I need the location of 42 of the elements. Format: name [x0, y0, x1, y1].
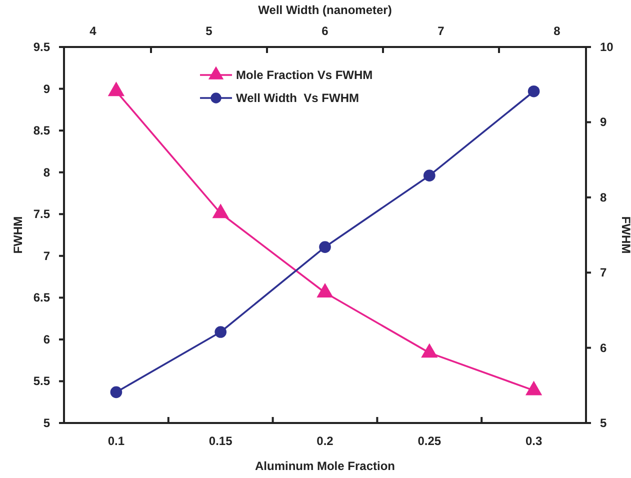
- point: [525, 380, 542, 396]
- y-tick-label: 8: [43, 165, 50, 180]
- point: [528, 85, 540, 98]
- point: [108, 82, 125, 96]
- x2-tick-label: 6: [322, 24, 329, 38]
- x2-tick-label: 5: [206, 24, 213, 38]
- legend-label: Well Width Vs FWHM: [236, 91, 359, 105]
- point: [212, 204, 229, 218]
- point: [316, 283, 334, 298]
- y-tick-label: 5: [43, 416, 50, 430]
- x2-tick-label: 7: [438, 24, 445, 38]
- y2-tick-label: 6: [600, 340, 607, 355]
- point: [319, 241, 331, 253]
- y-tick-label: 6.5: [33, 290, 50, 305]
- point: [421, 343, 438, 358]
- y2-tick-label: 10: [600, 40, 614, 54]
- y-tick-label: 6: [43, 332, 50, 346]
- y2-tick-label: 8: [600, 190, 607, 204]
- y-tick-label: 8.5: [33, 124, 50, 138]
- x-tick-label: 0.3: [525, 434, 542, 448]
- y2-tick-label: 5: [600, 416, 607, 430]
- y-tick-label: 9.5: [33, 40, 50, 54]
- y2-tick-label: 7: [600, 266, 607, 280]
- y-tick-label: 5.5: [33, 374, 50, 388]
- point: [110, 386, 122, 398]
- point: [423, 170, 436, 182]
- x-tick-label: 0.2: [316, 434, 334, 448]
- x2-tick-label: 4: [90, 24, 97, 38]
- x2-axis-title: Well Width (nanometer): [258, 3, 392, 17]
- x-tick-label: 0.1: [108, 434, 125, 448]
- y-tick-label: 9: [43, 82, 50, 96]
- x-tick-label: 0.25: [418, 434, 442, 448]
- x2-tick-label: 8: [554, 24, 561, 38]
- x-axis-title: Aluminum Mole Fraction: [254, 459, 396, 473]
- y-axis-title: FWHM: [11, 216, 25, 254]
- y2-tick-label: 9: [600, 115, 607, 130]
- point: [214, 326, 227, 338]
- y-tick-label: 7.5: [33, 207, 50, 222]
- y-tick-label: 7: [43, 248, 50, 263]
- x-tick-label: 0.15: [208, 434, 233, 448]
- legend-label: Mole Fraction Vs FWHM: [236, 68, 373, 82]
- y2-axis-title: FWHM: [619, 216, 631, 254]
